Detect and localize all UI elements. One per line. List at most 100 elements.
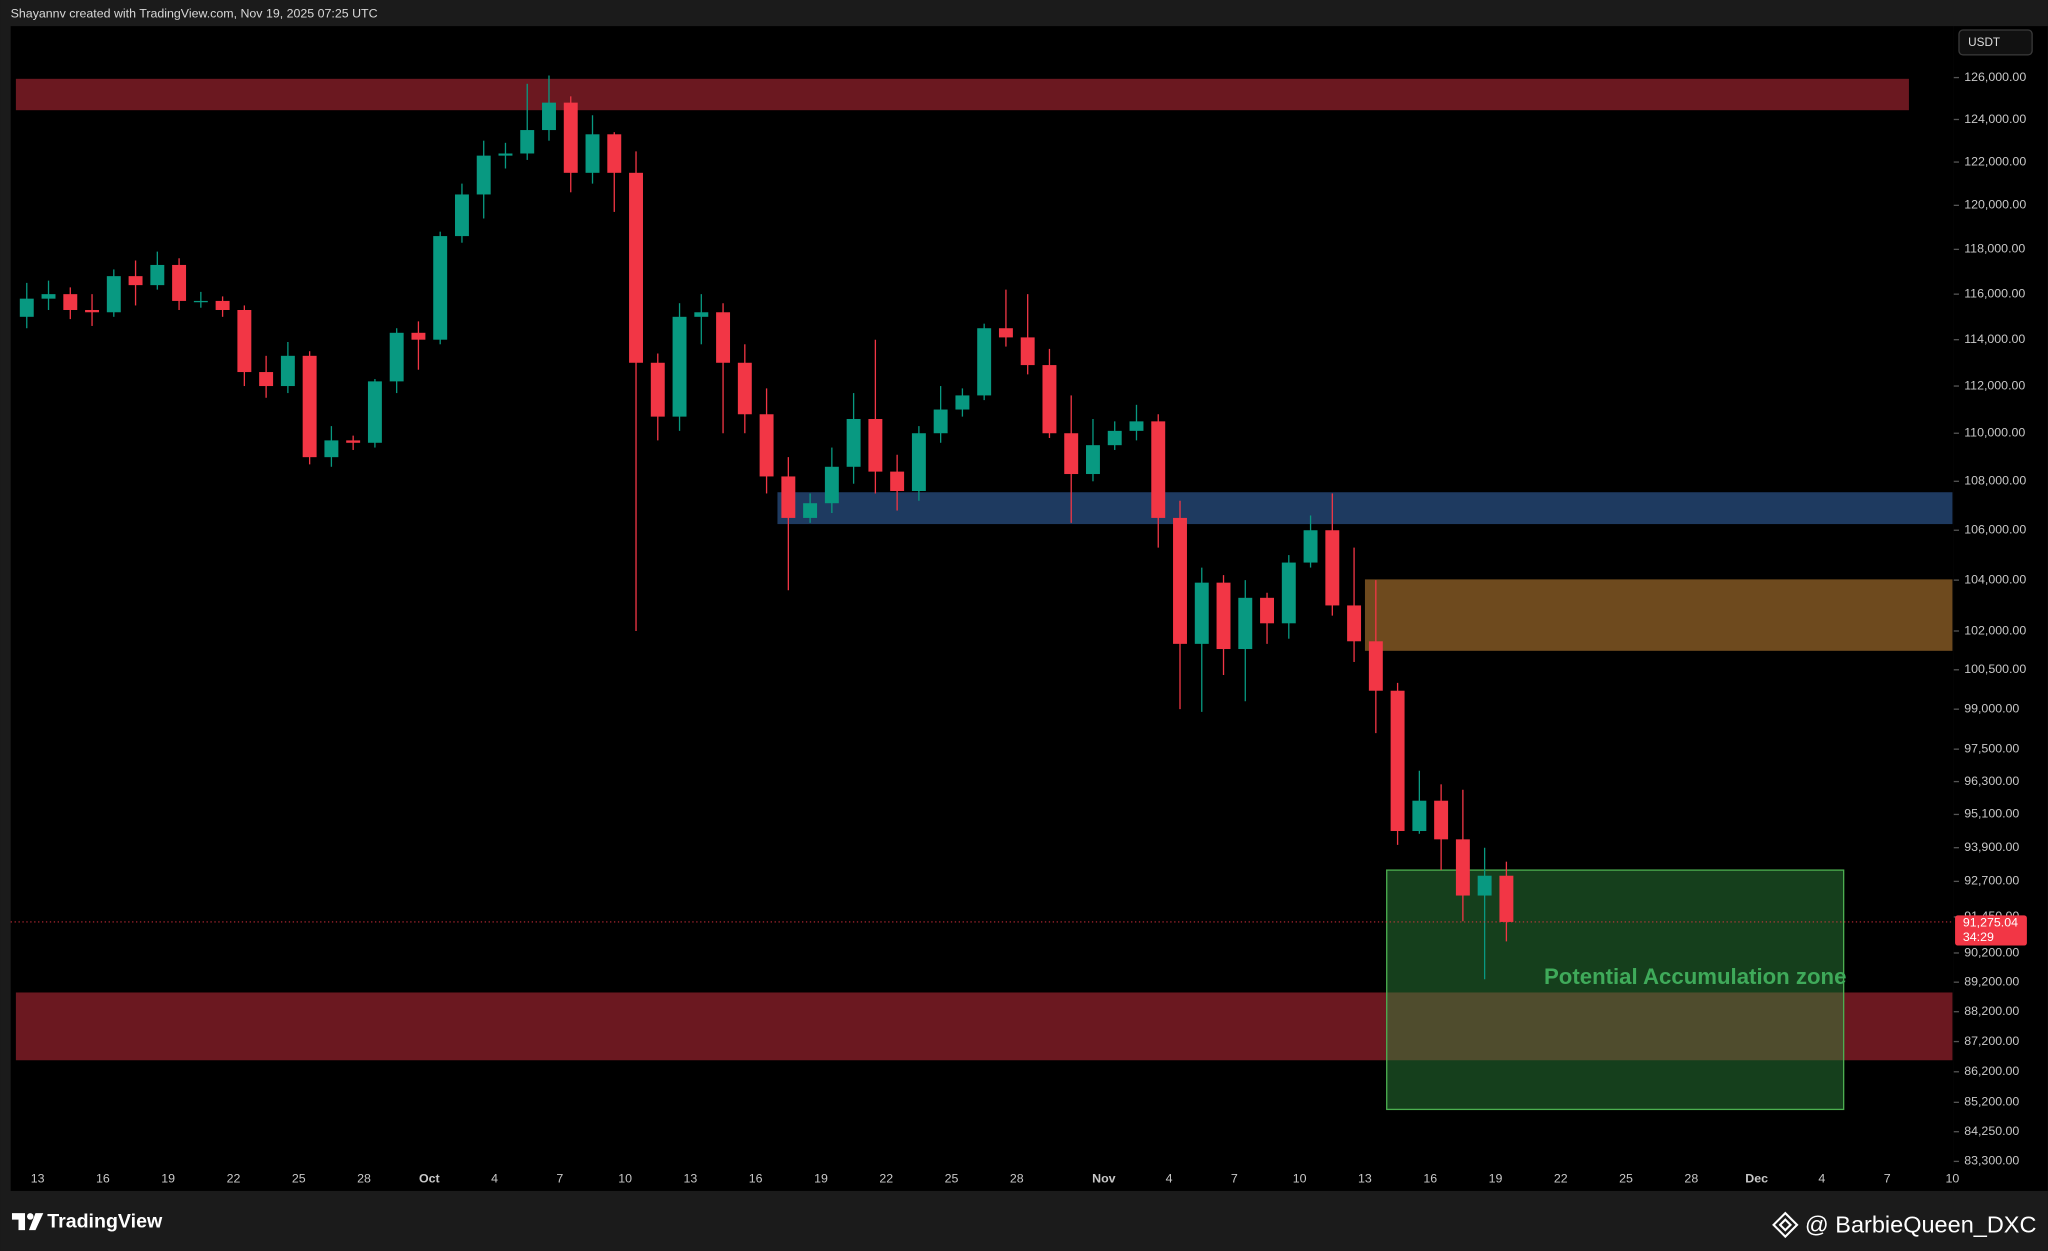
x-tick-label: 16 (1423, 1171, 1437, 1185)
candle-body (259, 372, 274, 387)
candle-body (106, 276, 121, 313)
candle-body (150, 264, 165, 286)
candle-body (1325, 530, 1340, 606)
y-tick-label: 83,300.00 (1964, 1154, 2019, 1168)
candle-body (302, 355, 317, 458)
y-tick-label: 118,000.00 (1964, 242, 2025, 256)
y-tick-label: 124,000.00 (1964, 112, 2026, 126)
binance-icon (1772, 1211, 1799, 1239)
candle-body (1477, 875, 1492, 896)
currency[interactable]: USDT (1968, 36, 2000, 49)
candle-body (803, 503, 818, 518)
y-tick-label: 96,300.00 (1964, 774, 2019, 788)
candle-body (998, 328, 1013, 338)
x-tick-label: 28 (1684, 1171, 1698, 1185)
x-tick-label: 4 (1166, 1171, 1173, 1185)
zone (1364, 579, 1953, 651)
y-tick-label: 116,000.00 (1964, 286, 2025, 300)
candle-body (172, 264, 187, 301)
x-tick-label: 19 (1489, 1171, 1503, 1185)
plot: Potential Accumulation zone (15, 75, 1953, 1111)
candle-body (411, 332, 426, 340)
candle-body (1194, 582, 1209, 644)
candle-body (1042, 365, 1057, 434)
x-tick-label: 10 (1293, 1171, 1307, 1185)
x-tick-label: 10 (1946, 1171, 1960, 1185)
candle-body (1086, 445, 1100, 475)
candle-body (868, 418, 883, 472)
candle-body (367, 381, 382, 443)
candle-body (672, 316, 687, 417)
x-tick-label: 10 (618, 1171, 632, 1185)
x-tick-label: 7 (556, 1171, 563, 1185)
candle-body (1455, 839, 1470, 896)
x-tick-label: 22 (1554, 1171, 1568, 1185)
y-tick-label: 100,500.00 (1964, 662, 2026, 676)
candle-body (650, 362, 665, 417)
y-tick-label: 102,000.00 (1964, 623, 2026, 637)
candle-body (542, 102, 556, 131)
candle-body (193, 300, 208, 303)
candle-body (215, 300, 230, 310)
currency-box[interactable] (1958, 29, 2033, 56)
y-tick-label: 90,200.00 (1964, 945, 2019, 959)
y-tick-label: 120,000.00 (1964, 198, 2026, 212)
candle-body (1238, 597, 1253, 650)
candle-body (324, 440, 339, 458)
zone (1386, 869, 1845, 1111)
x-tick-label: 22 (879, 1171, 893, 1185)
y-tick-label: 93,900.00 (1964, 840, 2019, 854)
x-tick-label: 19 (814, 1171, 828, 1185)
candle-body (694, 312, 709, 317)
candle-body (977, 328, 992, 396)
candle-body (476, 155, 491, 195)
candle-body (1020, 337, 1035, 366)
candle-body (1064, 433, 1079, 475)
candle-body (933, 409, 948, 434)
candle-body (1368, 641, 1383, 691)
x-tick-label: 4 (1818, 1171, 1825, 1185)
candle-body (890, 471, 905, 492)
header: Shayannv created with TradingView.com, N… (11, 7, 378, 21)
candle-body (1390, 690, 1405, 832)
x-tick-label: 19 (161, 1171, 175, 1185)
candle-body (1303, 530, 1318, 563)
candle-body (389, 332, 404, 382)
candle-body (520, 130, 535, 154)
y-tick-label: 112,000.00 (1964, 378, 2025, 392)
brand: TradingView (47, 1210, 163, 1232)
y-tick-label: 85,200.00 (1964, 1095, 2019, 1109)
zone (777, 492, 1953, 525)
candle-body (1151, 421, 1166, 518)
x-tick-label: Oct (419, 1171, 440, 1185)
y-tick-label: 108,000.00 (1964, 474, 2026, 488)
x-tick-label: 16 (96, 1171, 110, 1185)
candle-body (280, 355, 295, 387)
y-tick-label: 84,250.00 (1964, 1124, 2019, 1138)
candle-body (1216, 582, 1231, 650)
candle-body (433, 236, 448, 340)
candle-body (955, 395, 970, 410)
candle-body (1107, 430, 1122, 446)
candle-body (1260, 597, 1275, 624)
candle-body (629, 172, 643, 363)
candle-body (346, 440, 361, 443)
candle-body (759, 414, 774, 477)
candle-body (1434, 800, 1449, 840)
y-tick-label: 92,700.00 (1964, 874, 2019, 888)
y-tick-label: 88,200.00 (1964, 1004, 2019, 1018)
y-tick-label: 89,200.00 (1964, 974, 2019, 988)
y-tick-label: 86,200.00 (1964, 1064, 2019, 1078)
candle-body (63, 294, 78, 310)
y-tick-label: 97,500.00 (1964, 741, 2019, 755)
candle-body (1173, 517, 1187, 644)
price-axis (1953, 26, 2048, 1191)
last-price-box (1955, 915, 2027, 946)
x-tick-label: Dec (1745, 1171, 1768, 1185)
candle-body (1412, 800, 1427, 832)
x-tick-label: 13 (1358, 1171, 1372, 1185)
y-tick-label: 87,200.00 (1964, 1034, 2019, 1048)
y-tick-label: 114,000.00 (1964, 332, 2025, 346)
candle-body (85, 309, 100, 313)
